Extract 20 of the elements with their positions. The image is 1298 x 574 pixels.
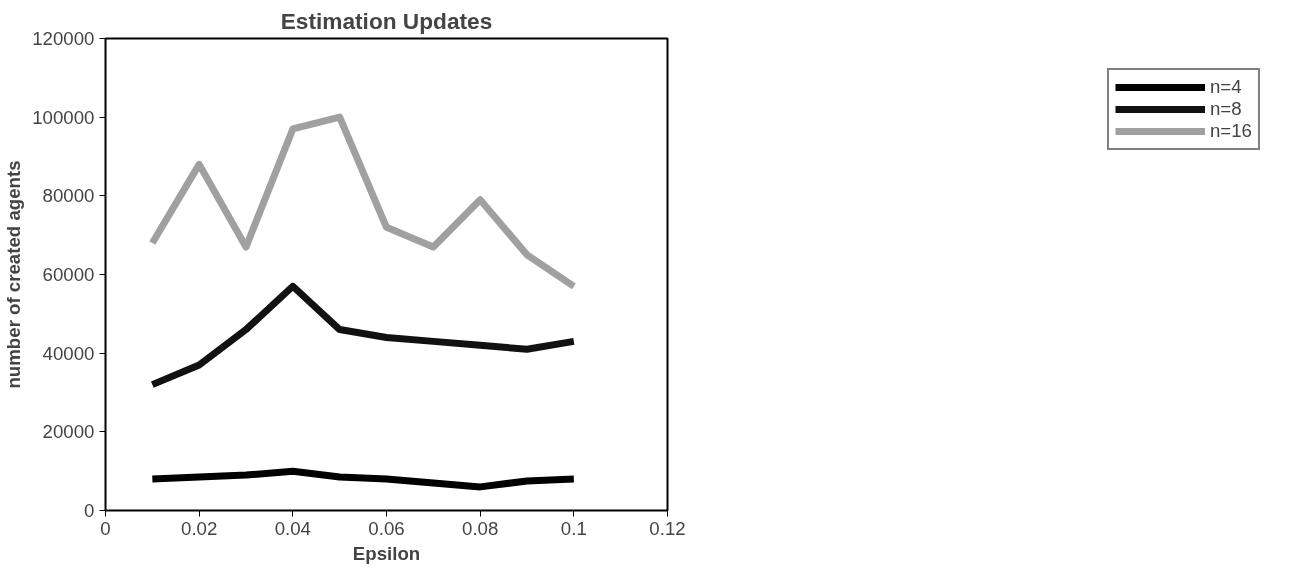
y-tick-label: 0	[84, 500, 95, 521]
legend-label: n=4	[1209, 76, 1242, 98]
y-tick-label: 60000	[42, 264, 95, 285]
y-tick-label: 120000	[32, 28, 95, 49]
y-tick-label: 20000	[42, 421, 95, 443]
chart-title: Estimation Updates	[280, 7, 493, 34]
x-tick-label: 0.06	[368, 517, 405, 539]
y-tick-label: 80000	[42, 185, 95, 207]
x-tick-label: 0.02	[181, 517, 218, 539]
x-tick-label: 0	[100, 517, 111, 539]
x-tick-label: 0.08	[462, 517, 499, 539]
x-tick-label: 0.1	[560, 517, 587, 539]
y-tick-label: 40000	[42, 342, 95, 364]
x-tick-label: 0.04	[274, 517, 311, 539]
legend-label: n=8	[1209, 98, 1242, 120]
y-tick-label: 100000	[32, 106, 95, 128]
x-tick-label: 0.12	[649, 517, 686, 539]
y-axis-title: number of created agents	[3, 160, 25, 389]
legend-label: n=16	[1209, 120, 1252, 142]
x-axis-title: Epsilon	[352, 542, 421, 564]
